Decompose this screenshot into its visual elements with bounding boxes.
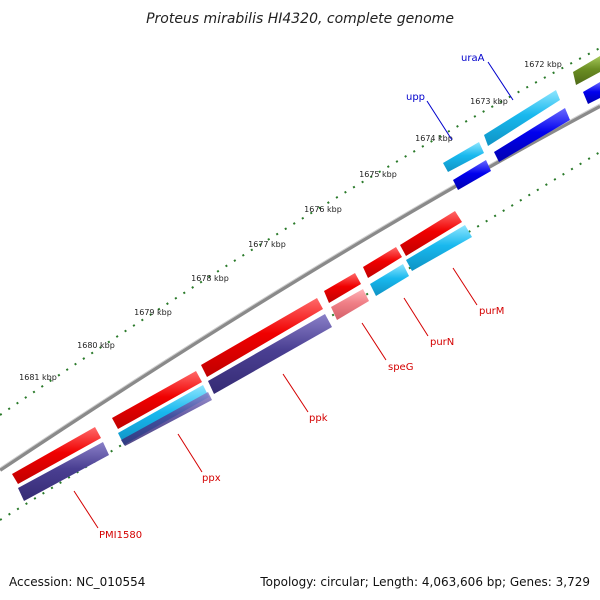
feature-purN-red [363, 247, 402, 278]
feature-ppk-red [201, 298, 323, 377]
feature-speG-red [324, 273, 361, 303]
feature-blue-cds-2 [494, 108, 570, 162]
feature-blue-cds-1 [583, 82, 600, 104]
speG-leader [361, 322, 387, 361]
gene-label-ppx: ppx [202, 473, 221, 484]
kbp-label-1675: 1675 kbp [359, 170, 397, 179]
feature-purM-red [400, 211, 462, 256]
gene-label-speG: speG [388, 362, 413, 373]
genome-backbone [0, 104, 600, 472]
ppx-leader [177, 433, 203, 473]
gene-label-PMI1580: PMI1580 [99, 530, 142, 541]
kbp-label-1681: 1681 kbp [19, 373, 57, 382]
kbp-label-1674: 1674 kbp [415, 134, 453, 143]
genome-backbone-highlight [0, 103, 600, 469]
upp-leader [426, 100, 453, 141]
kbp-label-1676: 1676 kbp [304, 205, 342, 214]
gene-label-purN: purN [430, 337, 454, 348]
gene-label-purM: purM [479, 306, 504, 317]
gene-label-uraA: uraA [461, 53, 485, 64]
uraA-leader [487, 61, 514, 101]
feature-ppk-navy [208, 314, 332, 394]
map-title: Proteus mirabilis HI4320, complete genom… [146, 11, 454, 27]
gene-label-upp: upp [406, 92, 425, 103]
ppk-leader [282, 373, 309, 413]
feature-upp-cds [443, 142, 484, 172]
feature-purN-light [370, 264, 409, 296]
kbp-label-1672: 1672 kbp [524, 60, 562, 69]
feature-PMI1580-red [12, 427, 101, 484]
feature-purM-light [406, 225, 472, 271]
feature-ppx-navy [121, 392, 212, 446]
kbp-label-1678: 1678 kbp [191, 274, 229, 283]
PMI1580-leader [73, 490, 99, 529]
gene-label-ppk: ppk [309, 413, 328, 424]
kbp-label-1680: 1680 kbp [77, 341, 115, 350]
genome-summary-text: Topology: circular; Length: 4,063,606 bp… [259, 575, 590, 589]
kbp-label-1679: 1679 kbp [134, 308, 172, 317]
feature-PMI1580-navy [18, 442, 109, 501]
kbp-label-1677: 1677 kbp [248, 240, 286, 249]
feature-ppx-red [112, 371, 202, 429]
feature-uraA-cds [484, 90, 560, 146]
feature-speG-pink [331, 289, 369, 320]
feature-blue-cds-3 [453, 160, 491, 190]
purN-leader [403, 297, 429, 337]
accession-text: Accession: NC_010554 [9, 575, 145, 589]
kbp-tick-track [0, 47, 600, 416]
feature-olive-cds [573, 56, 600, 85]
purM-leader [452, 267, 478, 306]
kbp-label-1673: 1673 kbp [470, 97, 508, 106]
